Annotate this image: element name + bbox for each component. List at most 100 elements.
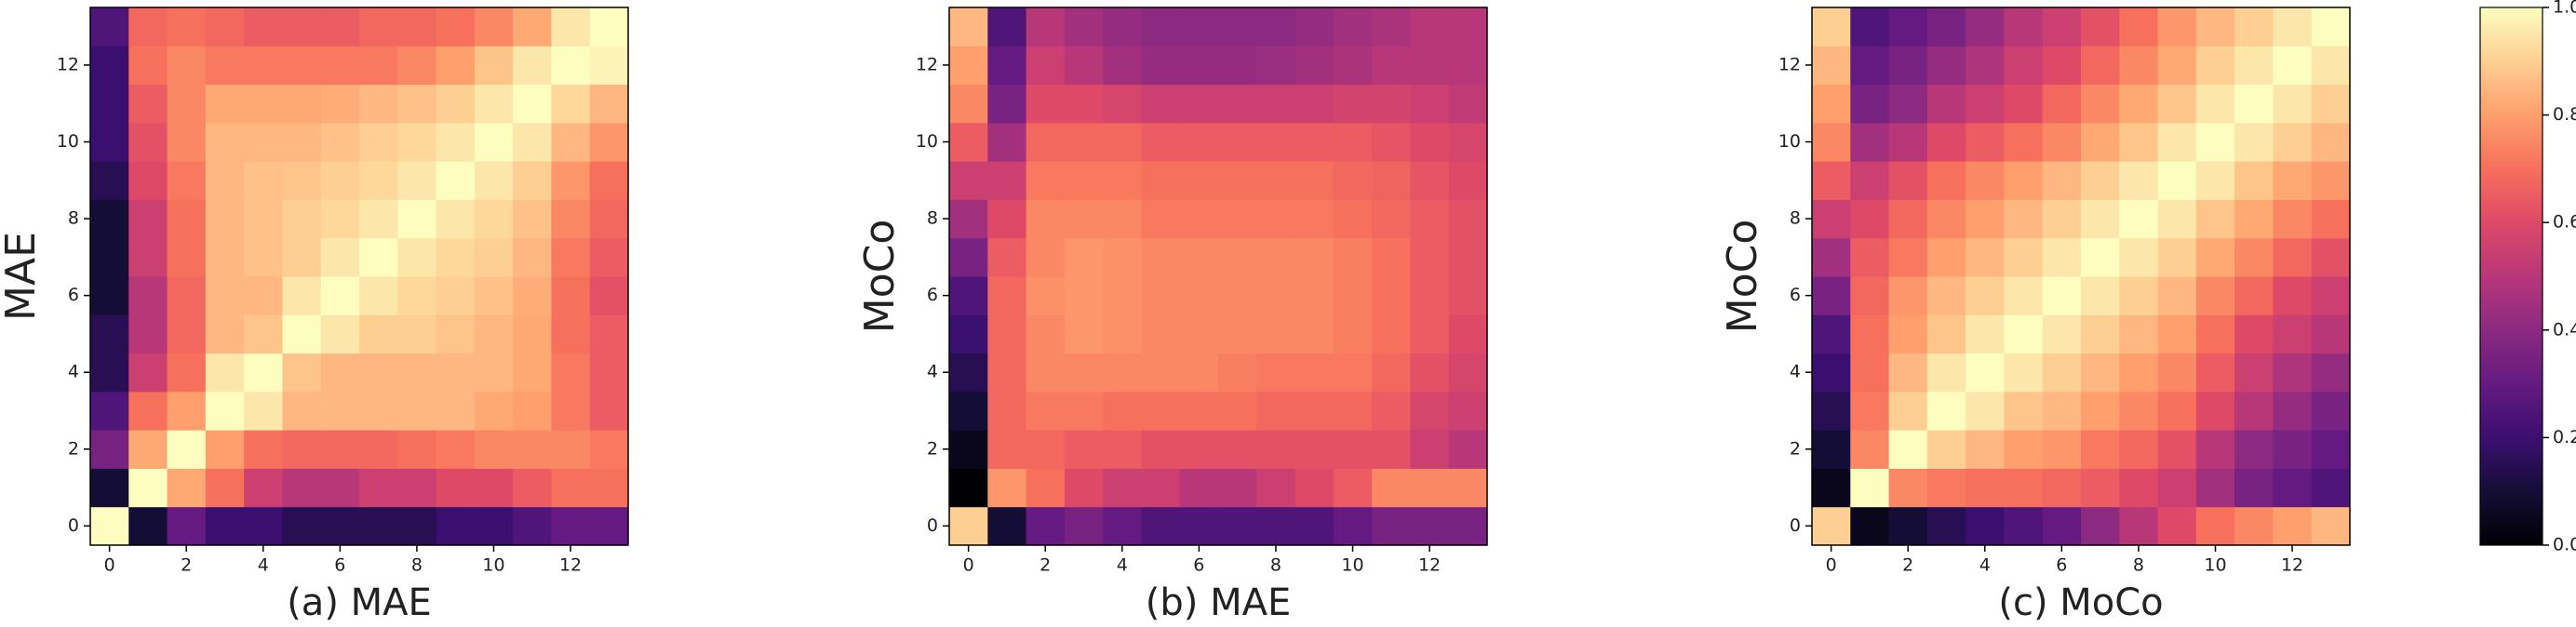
- colorbar-tick-label: 0.4: [2553, 319, 2576, 340]
- heatmap-cell: [397, 199, 437, 239]
- heatmap-cell: [2311, 276, 2351, 315]
- heatmap-cell: [1410, 122, 1450, 162]
- heatmap-cell: [1410, 276, 1450, 315]
- heatmap-cell: [244, 46, 283, 86]
- heatmap-cell: [359, 314, 398, 354]
- heatmap-cell: [1256, 430, 1296, 469]
- heatmap-cell: [1295, 468, 1335, 508]
- heatmap-cell: [2081, 46, 2120, 86]
- heatmap-cell: [1333, 46, 1373, 86]
- heatmap-cell: [2042, 468, 2082, 508]
- heatmap-cell: [167, 468, 207, 508]
- heatmap-cell: [1850, 314, 1890, 354]
- heatmap-cell: [589, 430, 629, 469]
- heatmap-cell: [1141, 84, 1181, 124]
- heatmap-cell: [1966, 84, 2005, 124]
- heatmap-cell: [2004, 122, 2044, 162]
- y-tick-label: 0: [927, 515, 938, 536]
- colorbar: [2479, 7, 2543, 546]
- heatmap-cell: [1926, 506, 1966, 546]
- heatmap-cell: [987, 468, 1027, 508]
- heatmap-cell: [1141, 161, 1181, 200]
- heatmap-cell: [2273, 84, 2313, 124]
- heatmap-cell: [1850, 506, 1890, 546]
- heatmap-cell: [1295, 506, 1335, 546]
- heatmap-cell: [282, 430, 322, 469]
- heatmap-cell: [1064, 84, 1104, 124]
- heatmap-cell: [2273, 161, 2313, 200]
- heatmap-cell: [436, 46, 476, 86]
- heatmap-cell: [90, 391, 129, 431]
- heatmap-cell: [513, 46, 552, 86]
- heatmap-cell: [128, 391, 168, 431]
- heatmap-cell: [282, 353, 322, 393]
- heatmap-cell: [1064, 199, 1104, 239]
- heatmap-cell: [513, 468, 552, 508]
- heatmap-cell: [1218, 506, 1257, 546]
- heatmap-cell: [1888, 353, 1928, 393]
- colorbar-tick-label: 1.0: [2553, 0, 2576, 18]
- heatmap-cell: [1256, 46, 1296, 86]
- heatmap-cell: [2157, 237, 2197, 277]
- heatmap-cell: [551, 122, 591, 162]
- chart-caption: (c) MoCo: [1998, 581, 2163, 624]
- heatmap-cell: [128, 468, 168, 508]
- heatmap-cell: [167, 84, 207, 124]
- heatmap-cell: [1256, 84, 1296, 124]
- heatmap-cell: [205, 199, 245, 239]
- heatmap-cell: [1966, 46, 2005, 86]
- heatmap-cell: [2081, 237, 2120, 277]
- heatmap-cell: [397, 84, 437, 124]
- y-tick-label: 8: [68, 208, 79, 229]
- heatmap-cell: [397, 468, 437, 508]
- heatmap-cell: [2042, 314, 2082, 354]
- heatmap-cell: [1026, 161, 1066, 200]
- x-tick-label: 8: [2133, 555, 2144, 576]
- heatmap-cell: [2273, 276, 2313, 315]
- heatmap-cell: [1888, 391, 1928, 431]
- heatmap-cell: [2004, 314, 2044, 354]
- heatmap-cell: [2081, 468, 2120, 508]
- heatmap-cell: [2195, 276, 2235, 315]
- heatmap-cell: [1888, 430, 1928, 469]
- heatmap-cell: [1064, 7, 1104, 47]
- heatmap-cell: [436, 161, 476, 200]
- heatmap-cell: [1026, 7, 1066, 47]
- heatmap-cell: [1103, 276, 1142, 315]
- heatmap-cell: [1064, 391, 1104, 431]
- heatmap-cell: [2081, 314, 2120, 354]
- x-tick-label: 10: [2204, 555, 2226, 576]
- heatmap-cell: [551, 46, 591, 86]
- heatmap-cell: [1256, 276, 1296, 315]
- heatmap-cell: [1966, 506, 2005, 546]
- heatmap-cell: [282, 506, 322, 546]
- heatmap-cell: [949, 237, 988, 277]
- heatmap-cell: [167, 506, 207, 546]
- heatmap-cell: [2004, 468, 2044, 508]
- heatmap-cell: [359, 237, 398, 277]
- heatmap-cell: [1218, 276, 1257, 315]
- heatmap-cell: [1926, 161, 1966, 200]
- plot-frame: [89, 7, 629, 546]
- heatmap-cell: [551, 7, 591, 47]
- heatmap-cell: [2081, 122, 2120, 162]
- heatmap-cell: [949, 199, 988, 239]
- heatmap-cell: [2311, 199, 2351, 239]
- heatmap-cell: [987, 506, 1027, 546]
- heatmap-cell: [1410, 237, 1450, 277]
- heatmap-cell: [551, 468, 591, 508]
- x-tick-label: 6: [1193, 555, 1204, 576]
- y-axis-label: MoCo: [856, 220, 904, 334]
- heatmap-cell: [1064, 46, 1104, 86]
- heatmap-cell: [1850, 84, 1890, 124]
- heatmap-cell: [2195, 199, 2235, 239]
- heatmap-cell: [1926, 391, 1966, 431]
- heatmap-cell: [244, 314, 283, 354]
- heatmap-cell: [2119, 122, 2159, 162]
- heatmap-cell: [1410, 468, 1450, 508]
- heatmap-cell: [1888, 161, 1928, 200]
- heatmap-cell: [2234, 84, 2274, 124]
- heatmap-cell: [1410, 391, 1450, 431]
- heatmap-cell: [2157, 161, 2197, 200]
- heatmap-cell: [1141, 314, 1181, 354]
